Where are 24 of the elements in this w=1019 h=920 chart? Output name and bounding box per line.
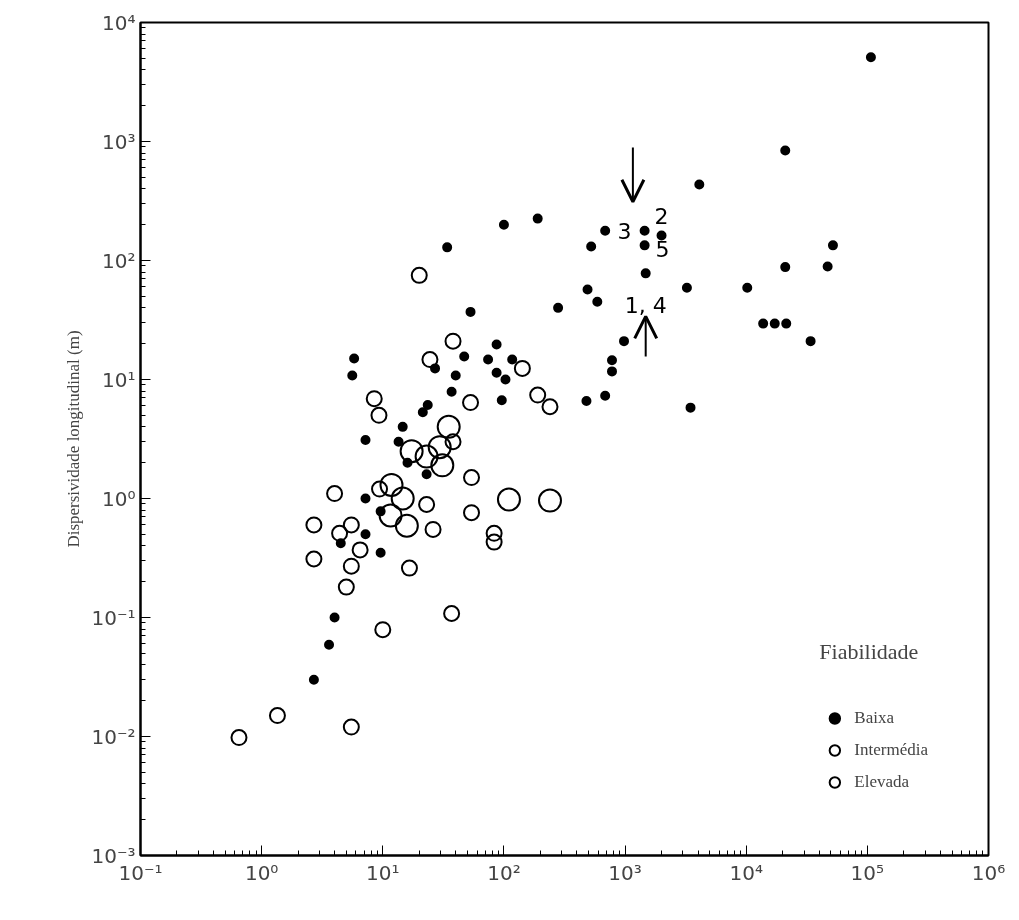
y-tick-label: 10¹ — [102, 367, 136, 392]
legend-label: Intermédia — [854, 740, 928, 760]
x-tick-label: 10⁵ — [850, 860, 885, 885]
x-tick-label: 10⁶ — [971, 860, 1006, 885]
y-tick-label: 10² — [102, 248, 136, 273]
x-tick-label: 10⁰ — [244, 860, 279, 885]
annotation: 1, 4 — [624, 292, 667, 318]
x-tick-label: 10¹ — [366, 860, 400, 885]
y-tick-label: 10⁻¹ — [91, 605, 136, 630]
x-tick-label: 10² — [487, 860, 521, 885]
y-tick-label: 10⁰ — [102, 486, 136, 511]
legend-label: Baixa — [854, 708, 895, 728]
annotation: 5 — [655, 237, 670, 263]
legend-label: Elevada — [854, 772, 910, 792]
x-tick-label: 10⁻¹ — [118, 860, 163, 885]
y-tick-label: 10⁻² — [91, 724, 136, 749]
annotation: 2 — [654, 203, 669, 229]
x-tick-label: 10⁴ — [729, 860, 763, 885]
y-axis-title: Dispersividade longitudinal (m) — [64, 330, 84, 548]
y-tick-label: 10⁴ — [102, 10, 136, 35]
x-tick-label: 10³ — [608, 860, 642, 885]
legend-title: Fiabilidade — [819, 639, 920, 665]
annotation: 3 — [617, 218, 632, 244]
y-tick-label: 10³ — [102, 129, 136, 154]
